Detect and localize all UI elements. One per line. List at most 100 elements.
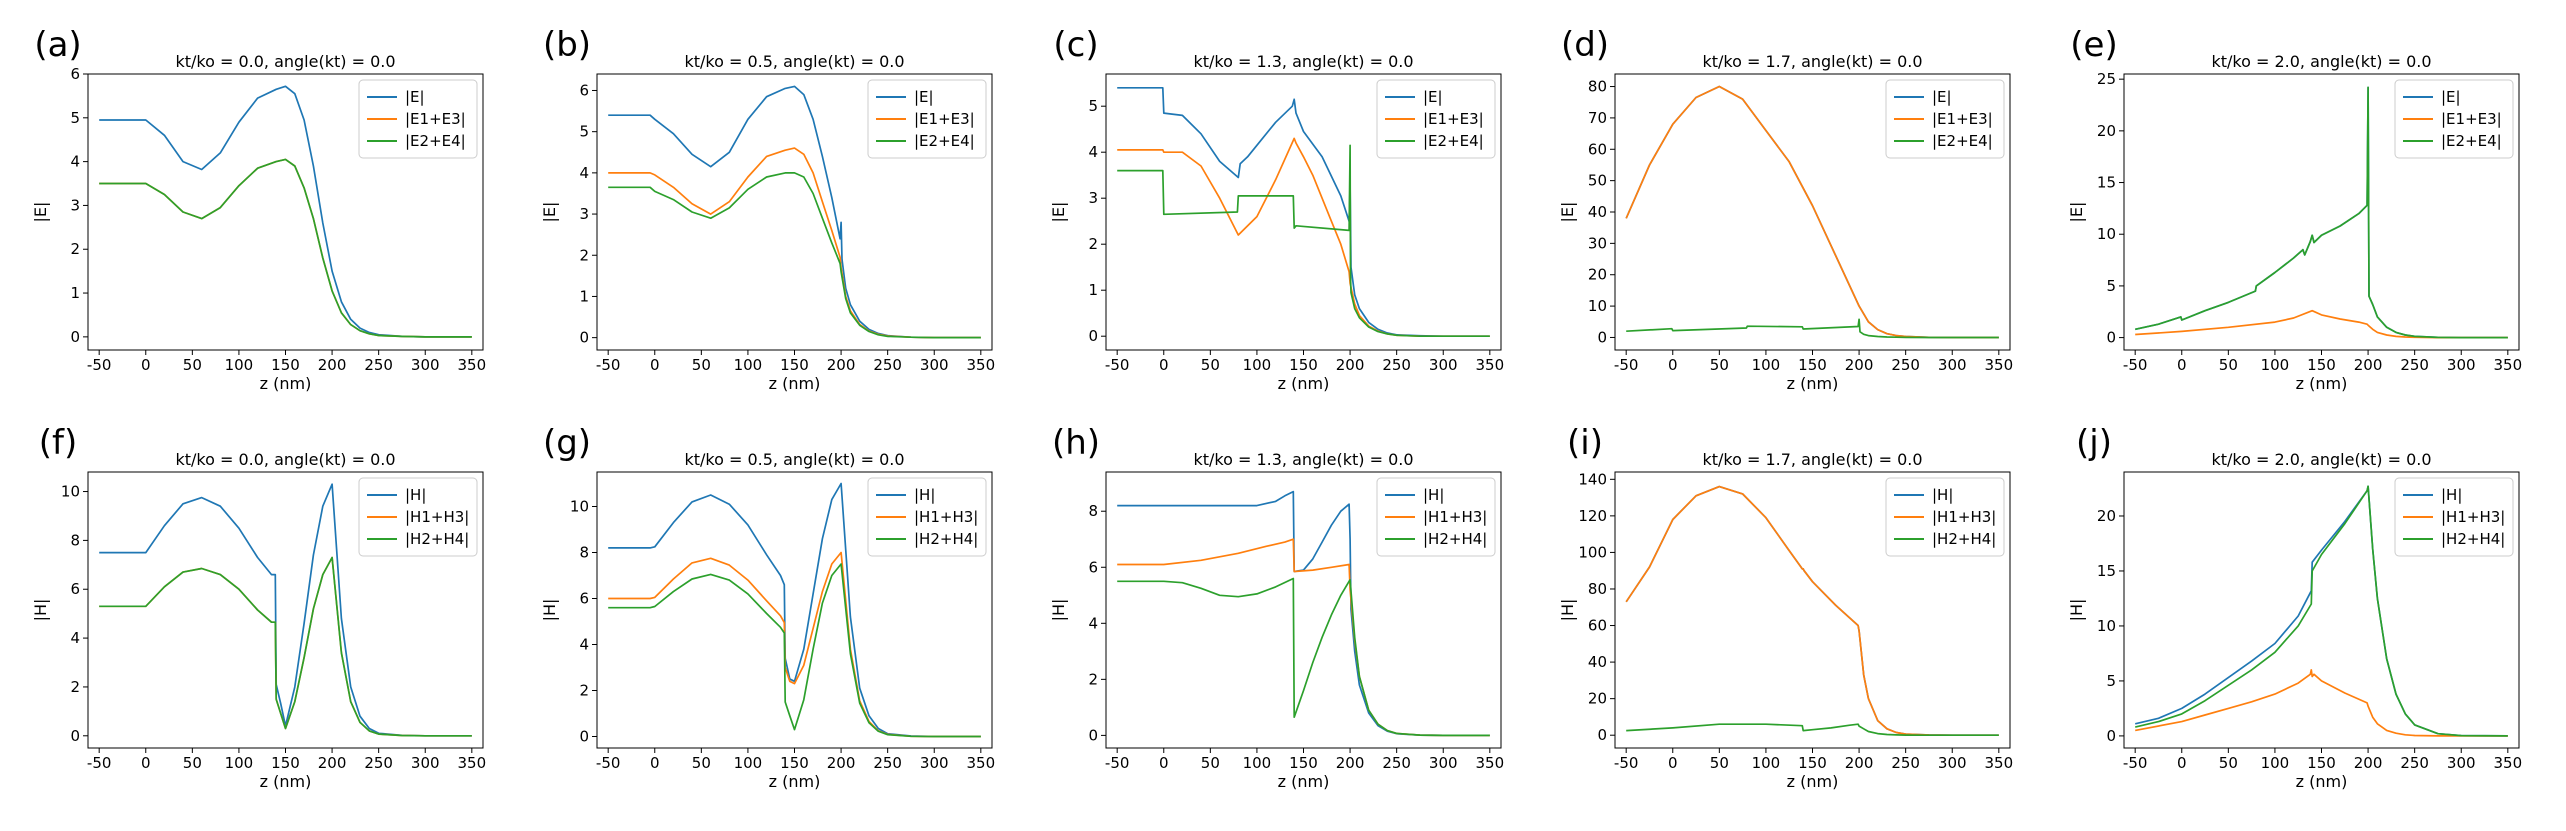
x-axis-label: z (nm) <box>2296 772 2348 791</box>
series-line-e2-e4 <box>1117 144 1490 338</box>
y-tick-label: 15 <box>2097 562 2116 580</box>
x-tick-label: 0 <box>650 754 660 772</box>
y-tick-label: 5 <box>2106 277 2116 295</box>
series-line-e2-e4 <box>2135 86 2508 339</box>
x-tick-label: 100 <box>225 356 254 374</box>
panel-b: (b) kt/ko = 0.5, angle(kt) = 0.0-50 0 50 100… <box>540 25 995 393</box>
series-lines <box>2135 485 2508 737</box>
series-lines <box>608 482 981 738</box>
series-line-h2-h4 <box>99 556 472 737</box>
y-axis-label: |E| <box>31 202 50 223</box>
series-lines <box>1117 86 1490 338</box>
y-axis-label: |H| <box>2067 599 2086 622</box>
legend-label: |E2+E4| <box>914 132 975 150</box>
x-tick-label: 150 <box>2307 754 2336 772</box>
x-tick-label: 50 <box>1710 754 1729 772</box>
x-tick-label: 300 <box>920 754 949 772</box>
y-tick-label: 4 <box>1088 614 1098 632</box>
series-line-e2-e4 <box>99 158 472 338</box>
x-tick-label: 50 <box>183 356 202 374</box>
plot-title: kt/ko = 1.3, angle(kt) = 0.0 <box>1193 450 1413 469</box>
legend-box <box>1885 79 2005 159</box>
y-tick-label: 3 <box>70 196 80 214</box>
series-line-h1-h3 <box>2135 669 2508 737</box>
x-tick-label: 200 <box>1845 356 1874 374</box>
y-tick-label: 50 <box>1588 172 1607 190</box>
x-tick-label: 0 <box>1159 356 1169 374</box>
x-tick-label: 250 <box>2400 754 2429 772</box>
y-tick-label: 3 <box>1088 189 1098 207</box>
x-tick-label: 200 <box>827 356 856 374</box>
x-tick-label: 250 <box>2400 356 2429 374</box>
panel-letter: (d) <box>1561 25 1609 65</box>
x-tick-label: 300 <box>1429 356 1458 374</box>
x-tick-label: 250 <box>364 754 393 772</box>
y-tick-label: 6 <box>579 81 589 99</box>
series-line-h <box>99 483 472 737</box>
x-tick-label: -50 <box>596 356 621 374</box>
series-lines <box>1117 490 1490 737</box>
y-tick-label: 0 <box>579 728 589 746</box>
y-tick-label: 20 <box>1588 266 1607 284</box>
x-axis-label: z (nm) <box>2296 374 2348 393</box>
x-tick-label: 300 <box>1938 356 1967 374</box>
x-tick-label: 350 <box>2494 754 2523 772</box>
x-tick-label: 100 <box>734 754 763 772</box>
x-tick-label: 150 <box>2307 356 2336 374</box>
x-axis-label: z (nm) <box>769 772 821 791</box>
y-tick-label: 1 <box>70 284 80 302</box>
legend-label: |E2+E4| <box>1932 132 1993 150</box>
legend-label: |H| <box>1423 486 1444 504</box>
y-tick-label: 80 <box>1588 78 1607 96</box>
plot-title: kt/ko = 2.0, angle(kt) = 0.0 <box>2211 450 2431 469</box>
legend-box <box>358 477 478 557</box>
x-tick-label: -50 <box>1614 356 1639 374</box>
x-tick-label: 200 <box>1845 754 1874 772</box>
x-tick-label: 200 <box>2354 356 2383 374</box>
y-tick-label: 40 <box>1588 203 1607 221</box>
series-line-e <box>608 85 981 339</box>
x-tick-label: 150 <box>1289 754 1318 772</box>
x-tick-label: 0 <box>1668 356 1678 374</box>
x-tick-label: 50 <box>692 754 711 772</box>
legend: |E| |E1+E3| |E2+E4| <box>358 79 478 159</box>
legend-label: |E1+E3| <box>2441 110 2502 128</box>
y-tick-label: 30 <box>1588 234 1607 252</box>
x-tick-label: 350 <box>967 356 996 374</box>
legend-label: |E1+E3| <box>1932 110 1993 128</box>
panel-letter: (a) <box>34 25 81 65</box>
x-tick-label: 350 <box>1476 754 1505 772</box>
x-tick-label: 50 <box>1201 754 1220 772</box>
series-lines <box>1625 85 1999 339</box>
x-tick-label: 350 <box>2494 356 2523 374</box>
x-axis-label: z (nm) <box>260 772 312 791</box>
x-tick-label: 350 <box>1985 356 2014 374</box>
series-line-e2-e4 <box>1626 318 1999 339</box>
x-tick-label: 150 <box>1798 754 1827 772</box>
legend-label: |H2+H4| <box>914 530 978 548</box>
panel-letter: (c) <box>1053 25 1098 65</box>
y-tick-label: 1 <box>579 287 589 305</box>
y-tick-label: 140 <box>1578 470 1607 488</box>
series-line-h1-h3 <box>99 556 472 737</box>
x-tick-label: 150 <box>1289 356 1318 374</box>
x-axis-label: z (nm) <box>260 374 312 393</box>
legend-label: |E1+E3| <box>1423 110 1484 128</box>
series-lines <box>1625 485 1999 737</box>
legend-label: |H| <box>2441 486 2462 504</box>
y-axis-label: |E| <box>540 202 559 223</box>
legend-box <box>867 477 987 557</box>
y-tick-label: 5 <box>70 109 80 127</box>
y-tick-label: 4 <box>70 629 80 647</box>
y-tick-label: 80 <box>1588 580 1607 598</box>
series-line-h1-h3 <box>608 551 981 738</box>
x-tick-label: 350 <box>458 754 487 772</box>
legend-box <box>867 79 987 159</box>
legend-label: |H1+H3| <box>405 508 469 526</box>
y-tick-label: 25 <box>2097 70 2116 88</box>
x-tick-label: 100 <box>1243 754 1272 772</box>
legend: |H| |H1+H3| |H2+H4| <box>867 477 987 557</box>
series-lines <box>99 483 472 737</box>
x-tick-label: 250 <box>873 754 902 772</box>
legend-label: |E| <box>2441 88 2461 106</box>
